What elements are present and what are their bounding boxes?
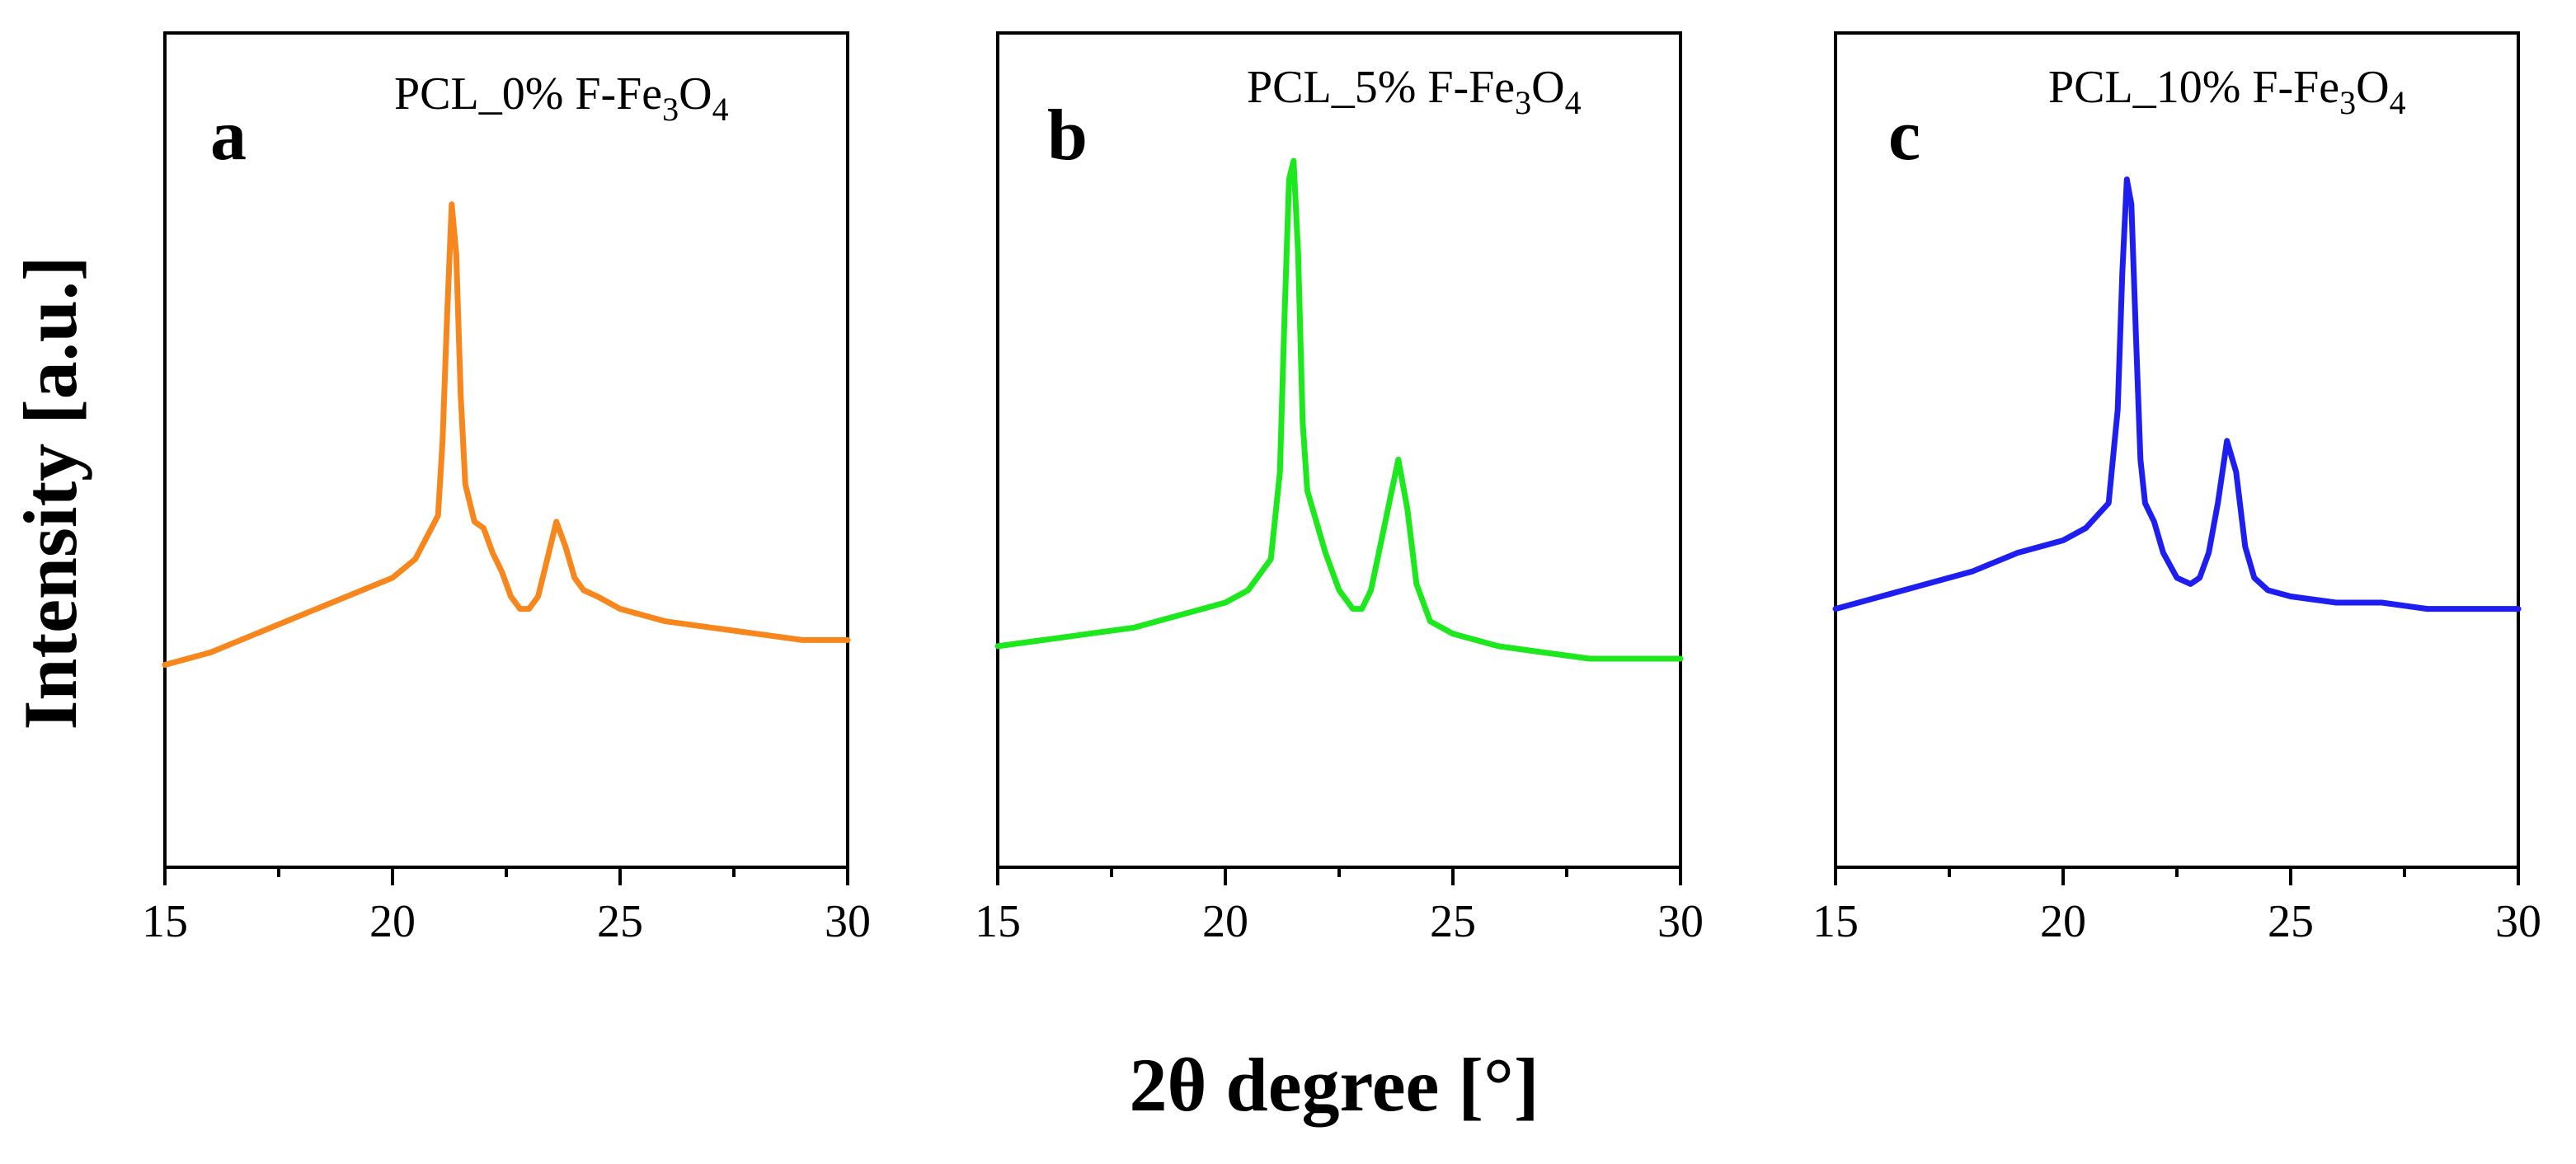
x-tick-label: 15 <box>975 896 1021 947</box>
x-tick-label: 30 <box>2495 896 2541 947</box>
y-axis-label: Intensity [a.u.] <box>8 256 92 730</box>
x-tick-label: 25 <box>597 896 643 947</box>
panel-a-title: PCL_0% F-Fe3O4 <box>394 68 729 128</box>
x-tick-label: 20 <box>2040 896 2086 947</box>
panel-a: a PCL_0% F-Fe3O4 15 20 25 30 <box>142 31 871 947</box>
x-axis-label: 2θ degree [°] <box>1130 1043 1539 1127</box>
panel-c-title: PCL_10% F-Fe3O4 <box>2048 62 2406 121</box>
panel-a-letter: a <box>210 96 247 176</box>
panel-b: b PCL_5% F-Fe3O4 15 20 25 30 <box>975 31 1704 947</box>
panel-b-ticks: 15 20 25 30 <box>975 867 1704 947</box>
panel-b-letter: b <box>1047 96 1088 176</box>
x-tick-label: 15 <box>1812 896 1859 947</box>
panel-c-frame <box>1834 31 2520 869</box>
x-tick-label: 30 <box>825 896 871 947</box>
x-tick-label: 20 <box>369 896 416 947</box>
panel-c-ticks: 15 20 25 30 <box>1812 867 2541 947</box>
panel-c-letter: c <box>1888 96 1920 176</box>
x-tick-label: 25 <box>2268 896 2314 947</box>
panel-a-ticks: 15 20 25 30 <box>142 867 871 947</box>
panel-b-frame <box>996 31 1682 869</box>
panel-a-curve <box>162 201 851 668</box>
panel-a-frame <box>163 31 849 869</box>
panel-c: c PCL_10% F-Fe3O4 15 20 25 30 <box>1812 31 2541 947</box>
panel-b-title: PCL_5% F-Fe3O4 <box>1247 62 1582 121</box>
panel-b-curve <box>994 157 1684 662</box>
x-tick-label: 30 <box>1657 896 1704 947</box>
x-tick-label: 20 <box>1202 896 1248 947</box>
panel-c-curve <box>1832 176 2522 613</box>
x-tick-label: 25 <box>1430 896 1476 947</box>
x-tick-label: 15 <box>142 896 188 947</box>
